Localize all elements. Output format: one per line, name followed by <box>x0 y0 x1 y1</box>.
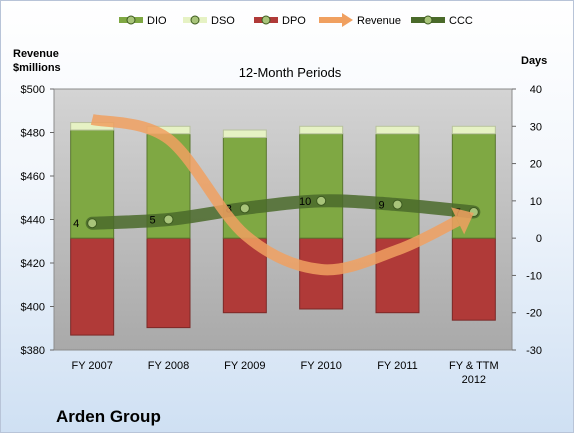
label-ccc: 10 <box>299 196 311 208</box>
legend-swatch-marker <box>126 15 136 25</box>
right-tick-label: -10 <box>526 270 542 282</box>
marker-ccc <box>316 195 327 206</box>
left-tick-label: $500 <box>21 84 45 96</box>
x-tick-label: FY 2008 <box>148 360 189 372</box>
legend: DIO DSO DPO Revenue CCC <box>119 13 473 27</box>
marker-ccc <box>392 199 403 210</box>
bar-dpo <box>70 237 115 336</box>
bar-dpo <box>451 237 496 321</box>
bar-dso <box>299 125 344 135</box>
line-ccc <box>85 194 481 230</box>
bar-dio <box>375 133 420 239</box>
legend-swatch-marker <box>190 15 200 25</box>
left-tick-label: $460 <box>21 171 45 183</box>
x-tick-label: FY & TTM <box>449 360 499 372</box>
label-ccc: 5 <box>149 215 155 227</box>
right-tick-label: 40 <box>530 84 542 96</box>
bar-dpo <box>146 237 191 329</box>
marker-ccc <box>87 218 98 229</box>
x-tick-label: FY 2011 <box>377 360 418 372</box>
bar-dso <box>222 129 267 138</box>
left-tick-label: $420 <box>21 258 45 270</box>
label-ccc: 4 <box>73 218 79 230</box>
line-group: 4581097 <box>73 114 481 276</box>
left-axis-title-line2: $millions <box>13 62 61 74</box>
x-tick-label: FY 2010 <box>300 360 341 372</box>
legend-label: DPO <box>282 15 306 27</box>
marker-ccc <box>163 214 174 225</box>
legend-label: CCC <box>449 15 473 27</box>
bar-dio <box>222 136 267 239</box>
chart-title: 12-Month Periods <box>239 65 342 80</box>
right-tick-label: 30 <box>530 121 542 133</box>
x-tick-label: FY 2009 <box>224 360 265 372</box>
legend-swatch-marker <box>423 15 433 25</box>
legend-label: Revenue <box>357 15 401 27</box>
x-axis-ticks: FY 2007 FY 2008 FY 2009 FY 2010 FY 2011 FY & … <box>71 360 498 386</box>
left-axis-title-line1: Revenue <box>13 48 59 60</box>
left-tick-label: $380 <box>21 345 45 357</box>
x-tick-label: FY 2007 <box>71 360 112 372</box>
right-axis-title: Days <box>521 55 547 67</box>
right-tick-label: 0 <box>536 233 542 245</box>
right-axis-ticks: -30 -20 -10 0 10 20 30 40 <box>512 84 542 357</box>
legend-swatch-arrowhead <box>342 13 353 27</box>
bar-dio <box>299 133 344 239</box>
right-tick-label: -30 <box>526 345 542 357</box>
right-tick-label: 10 <box>530 196 542 208</box>
label-ccc: 9 <box>378 200 384 212</box>
left-tick-label: $440 <box>21 215 45 227</box>
legend-label: DSO <box>211 15 235 27</box>
bar-dso <box>375 125 420 135</box>
bar-group <box>70 122 496 336</box>
line-revenue <box>90 114 461 276</box>
revenue-arrowhead <box>451 207 474 235</box>
right-tick-label: -20 <box>526 308 542 320</box>
left-tick-label: $400 <box>21 302 45 314</box>
bar-dso <box>451 125 496 135</box>
left-tick-label: $480 <box>21 128 45 140</box>
x-tick-label: 2012 <box>462 374 486 386</box>
left-axis-ticks: $380 $400 $420 $440 $460 $480 $500 <box>21 84 54 357</box>
legend-label: DIO <box>147 15 167 27</box>
marker-ccc <box>239 203 250 214</box>
legend-swatch-marker <box>261 15 271 25</box>
right-tick-label: 20 <box>530 159 542 171</box>
company-name: Arden Group <box>56 407 161 426</box>
